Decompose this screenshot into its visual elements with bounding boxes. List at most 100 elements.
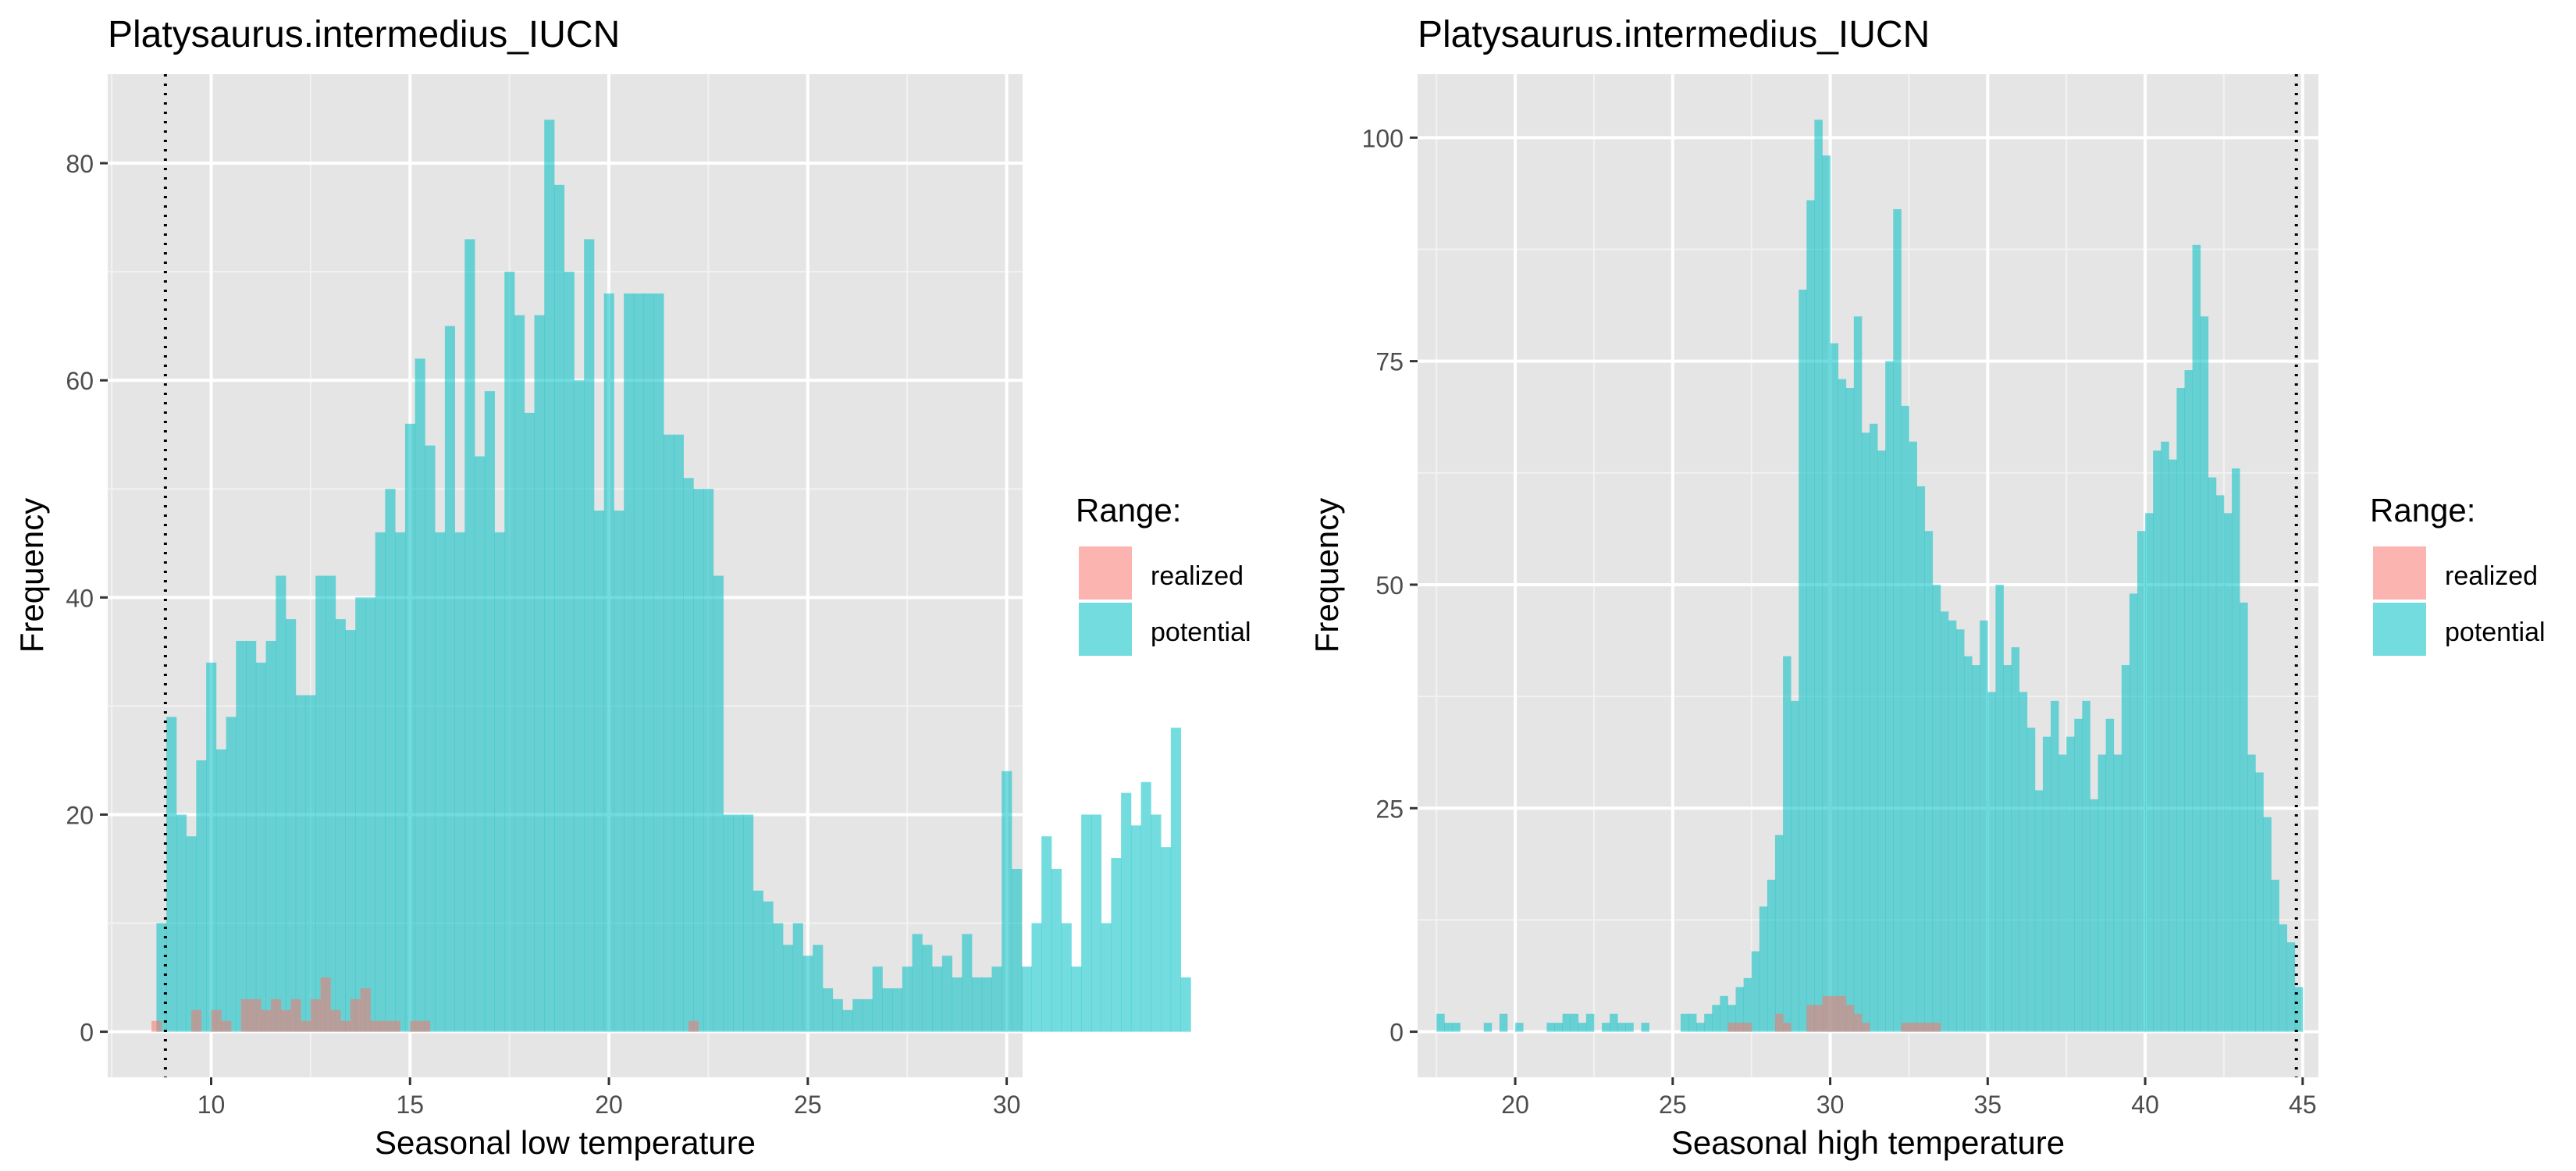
bar-potential	[1885, 361, 1894, 1032]
bar-potential	[922, 945, 933, 1032]
bar-potential	[1180, 977, 1191, 1032]
bar-potential	[802, 956, 813, 1032]
bar-potential	[832, 998, 843, 1032]
bar-potential	[1562, 1013, 1571, 1032]
bar-potential	[2192, 244, 2201, 1032]
bar-potential	[1783, 656, 1791, 1032]
bar-realized	[1853, 1013, 1863, 1032]
x-tick-label: 15	[396, 1091, 424, 1119]
bar-potential	[226, 717, 237, 1032]
bar-potential	[484, 391, 495, 1032]
bar-potential	[564, 272, 575, 1032]
bar-potential	[981, 977, 992, 1032]
y-tick-label: 40	[66, 584, 94, 612]
bar-potential	[2034, 790, 2044, 1032]
bar-potential	[693, 489, 704, 1032]
bar-realized	[1814, 1005, 1823, 1032]
bar-potential	[1909, 441, 1917, 1032]
legend-swatch-realized	[1079, 546, 1132, 600]
x-tick-label: 20	[1501, 1091, 1529, 1119]
bar-potential	[454, 532, 465, 1032]
bar-potential	[1499, 1013, 1508, 1032]
bar-potential	[1625, 1023, 1634, 1032]
bar-potential	[1452, 1023, 1461, 1032]
bar-potential	[2176, 387, 2185, 1032]
bar-potential	[2294, 987, 2304, 1032]
bar-potential	[265, 640, 276, 1032]
bar-potential	[1822, 155, 1831, 1032]
bar-potential	[991, 966, 1002, 1032]
bar-potential	[215, 749, 226, 1032]
bar-potential	[1893, 208, 1902, 1032]
y-tick-label: 100	[1362, 124, 1404, 152]
bar-potential	[534, 315, 545, 1032]
bar-potential	[2137, 531, 2146, 1032]
x-axis-label: Seasonal low temperature	[375, 1124, 756, 1161]
bar-potential	[276, 575, 286, 1032]
bar-realized	[350, 998, 361, 1032]
x-tick-label: 30	[1816, 1091, 1845, 1119]
bar-potential	[2058, 754, 2067, 1032]
histogram-bars	[1436, 119, 2304, 1032]
y-tick-label: 0	[1389, 1019, 1404, 1047]
bar-potential	[524, 412, 535, 1032]
bar-potential	[475, 456, 486, 1032]
bar-potential	[404, 423, 416, 1032]
bar-potential	[862, 998, 873, 1032]
bar-potential	[315, 575, 326, 1032]
x-axis-ticks: 10 15 20 25 30	[197, 1077, 1020, 1119]
bar-potential	[2161, 441, 2169, 1032]
bar-realized	[1774, 1013, 1784, 1032]
bar-potential	[1870, 423, 1878, 1032]
bar-potential	[2074, 718, 2083, 1032]
bar-potential	[1932, 584, 1941, 1032]
bar-potential	[255, 662, 266, 1032]
bar-realized	[1932, 1023, 1941, 1032]
bar-potential	[1610, 1013, 1618, 1032]
bar-realized	[1830, 995, 1839, 1032]
legend-label-realized: realized	[1151, 561, 1244, 591]
bar-potential	[2051, 700, 2059, 1032]
bar-potential	[2042, 736, 2051, 1032]
y-tick-label: 20	[66, 801, 94, 829]
bar-potential	[1021, 966, 1032, 1032]
bar-realized	[211, 1009, 222, 1032]
bar-potential	[733, 814, 744, 1032]
bar-potential	[494, 532, 505, 1032]
y-tick-label: 50	[1375, 571, 1404, 600]
bar-potential	[673, 434, 684, 1032]
bar-potential	[614, 511, 624, 1032]
bar-realized	[340, 1020, 351, 1032]
bar-realized	[1783, 1023, 1791, 1032]
x-tick-label: 35	[1974, 1091, 2002, 1119]
bar-potential	[156, 923, 167, 1032]
bar-potential	[703, 489, 714, 1032]
bar-potential	[2200, 316, 2209, 1032]
bar-potential	[365, 597, 376, 1032]
legend: Range: realized potential	[2370, 492, 2546, 656]
bar-potential	[1704, 1013, 1713, 1032]
legend-swatch-realized	[2373, 546, 2426, 600]
bar-potential	[1483, 1023, 1493, 1032]
legend-label-realized: realized	[2445, 561, 2538, 591]
bar-potential	[1845, 387, 1855, 1032]
bar-potential	[176, 814, 187, 1032]
bar-realized	[420, 1020, 431, 1032]
bar-potential	[2263, 817, 2272, 1032]
x-axis-label: Seasonal high temperature	[1671, 1124, 2065, 1161]
bar-potential	[683, 478, 694, 1032]
y-tick-label: 75	[1375, 348, 1404, 376]
bar-potential	[186, 836, 197, 1032]
bar-potential	[2090, 799, 2098, 1032]
bar-potential	[1002, 771, 1012, 1032]
bar-realized	[221, 1020, 232, 1032]
bar-potential	[553, 184, 565, 1032]
bar-potential	[2215, 495, 2225, 1032]
bar-potential	[295, 695, 306, 1032]
legend-swatch-potential	[2373, 603, 2426, 656]
bar-potential	[2097, 754, 2107, 1032]
bar-realized	[1924, 1023, 1934, 1032]
bar-potential	[2082, 700, 2090, 1032]
bar-potential	[1602, 1023, 1610, 1032]
bar-potential	[1759, 906, 1768, 1032]
